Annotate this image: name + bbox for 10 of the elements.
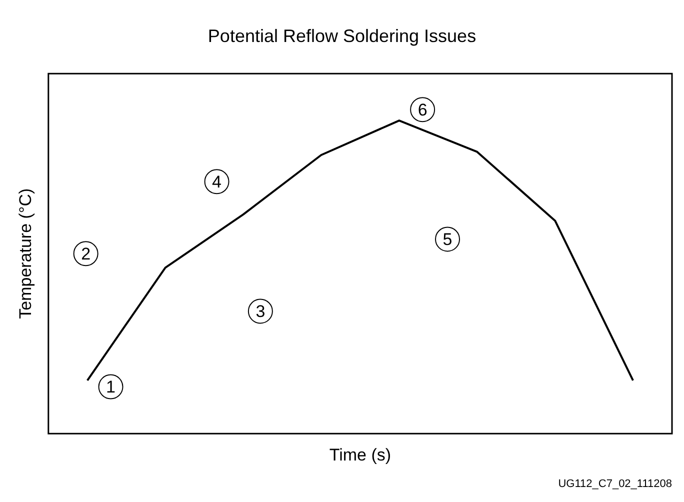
y-axis-title: Temperature (°C) [16,188,35,319]
annotation: 3 [256,302,266,321]
annotation: 1 [106,377,116,396]
annotation: 2 [81,244,91,264]
text: 6 [418,100,428,120]
annotation: 4 [212,172,222,192]
text: UG112_C7_02_111208 [558,478,672,490]
chart-title: Potential Reflow Soldering Issues [208,26,476,46]
annotation: 5 [442,230,452,249]
x-axis-title: Time (s) [329,445,392,464]
